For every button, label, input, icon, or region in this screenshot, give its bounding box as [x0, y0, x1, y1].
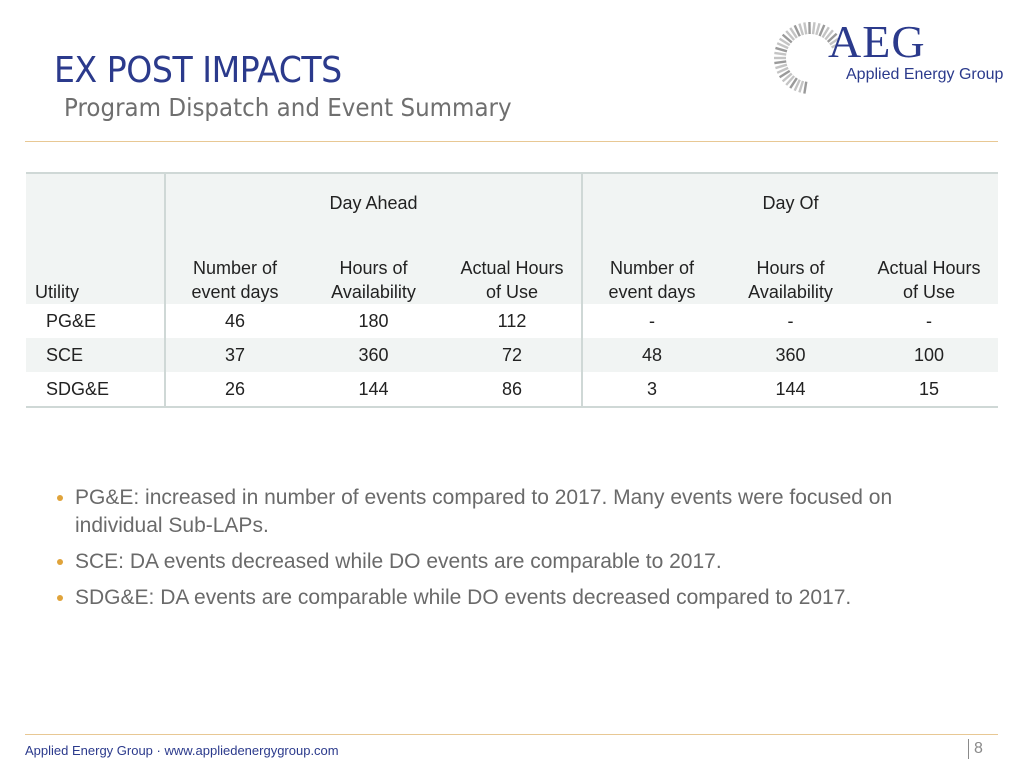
table-cell: 144 [304, 372, 443, 408]
group-header-day-ahead: Day Ahead [165, 172, 583, 232]
table-cell: 86 [443, 372, 583, 408]
logo-name: Applied Energy Group [846, 66, 1004, 83]
table-cell: 100 [860, 338, 998, 372]
column-header-do-hours-availability: Hours of Availability [721, 232, 860, 304]
sunburst-ray [781, 72, 793, 83]
sunburst-ray [803, 81, 808, 94]
table-row: PG&E 46 180 112 - - - [26, 304, 998, 338]
table-cell: 37 [165, 338, 304, 372]
table-cell: 46 [224, 310, 246, 331]
sunburst-ray [821, 26, 830, 39]
table-cell: 3 [582, 372, 721, 408]
column-header-do-event-days: Number of event days [582, 232, 721, 304]
company-logo: AEG Applied Energy Group [768, 14, 1018, 96]
column-header-da-hours-use: Actual Hours of Use [443, 232, 583, 304]
table-cell: 180 [358, 310, 389, 331]
sunburst-ray [798, 23, 805, 36]
event-summary-table: Day Ahead Day Of Utility Number of event… [26, 172, 998, 408]
sunburst-ray [789, 27, 798, 39]
utility-header-spacer [26, 172, 166, 232]
row-utility: PG&E [26, 304, 166, 338]
sunburst-ray [811, 22, 816, 35]
group-header-day-of: Day Of [582, 172, 998, 232]
sunburst-ray [789, 77, 798, 89]
sunburst-ray [824, 29, 834, 41]
table-cell: 112 [443, 304, 583, 338]
sunburst-ray [776, 42, 789, 50]
sunburst-ray [803, 22, 808, 35]
sunburst-ray [775, 63, 788, 70]
bullet-icon [57, 595, 63, 601]
page-title: EX POST IMPACTS [54, 50, 342, 91]
list-item: PG&E: increased in number of events comp… [55, 484, 955, 540]
table-cell: 72 [443, 338, 583, 372]
sunburst-ray [829, 37, 838, 46]
sunburst-ray [798, 80, 805, 93]
sunburst-ray [818, 24, 826, 37]
sunburst-ray [785, 30, 796, 41]
table-cell: 144 [721, 372, 860, 408]
table-cell: - [926, 310, 932, 331]
sunburst-ray [774, 60, 787, 65]
sunburst-icon [774, 21, 838, 94]
bullet-text: SDG&E: DA events are comparable while DO… [75, 586, 852, 609]
sunburst-ray [774, 51, 787, 56]
sunburst-ray [793, 79, 801, 92]
sunburst-ray [778, 37, 791, 47]
table-cell: 360 [721, 338, 860, 372]
bullet-text: SCE: DA events decreased while DO events… [75, 550, 722, 573]
header-divider [25, 141, 998, 142]
page-number: 8 [968, 739, 983, 759]
sunburst-ray [831, 42, 838, 49]
sunburst-ray [826, 32, 838, 43]
sunburst-ray [785, 75, 796, 86]
sunburst-ray [776, 66, 789, 74]
bullet-icon [57, 495, 63, 501]
table-cell: 26 [165, 372, 304, 408]
table-cell: - [649, 310, 655, 331]
list-item: SDG&E: DA events are comparable while DO… [55, 584, 955, 612]
sunburst-ray [815, 22, 821, 36]
sunburst-ray [793, 24, 801, 37]
table-row: SCE 37 360 72 48 360 100 [26, 338, 998, 372]
logo-mark: AEG [828, 16, 926, 67]
column-header-utility: Utility [26, 232, 166, 304]
sunburst-ray [775, 46, 788, 53]
table-cell: 48 [582, 338, 721, 372]
bullet-text: PG&E: increased in number of events comp… [75, 486, 893, 537]
summary-bullets: PG&E: increased in number of events comp… [55, 484, 955, 620]
list-item: SCE: DA events decreased while DO events… [55, 548, 955, 576]
page-subtitle: Program Dispatch and Event Summary [64, 93, 512, 122]
bullet-icon [57, 559, 63, 565]
column-header-da-event-days: Number of event days [165, 232, 304, 304]
sunburst-ray [781, 33, 793, 44]
column-header-do-hours-use: Actual Hours of Use [860, 232, 998, 304]
table-cell: - [787, 310, 794, 331]
table-cell: 15 [860, 372, 998, 408]
table-row: SDG&E 26 144 86 3 144 15 [26, 372, 998, 408]
footer-divider [25, 734, 998, 735]
row-utility: SCE [26, 338, 166, 372]
sunburst-ray [778, 69, 791, 79]
column-header-da-hours-availability: Hours of Availability [304, 232, 443, 304]
row-utility: SDG&E [26, 372, 166, 408]
table-cell: 360 [304, 338, 443, 372]
footer-company: Applied Energy Group · www.appliedenergy… [25, 743, 339, 758]
